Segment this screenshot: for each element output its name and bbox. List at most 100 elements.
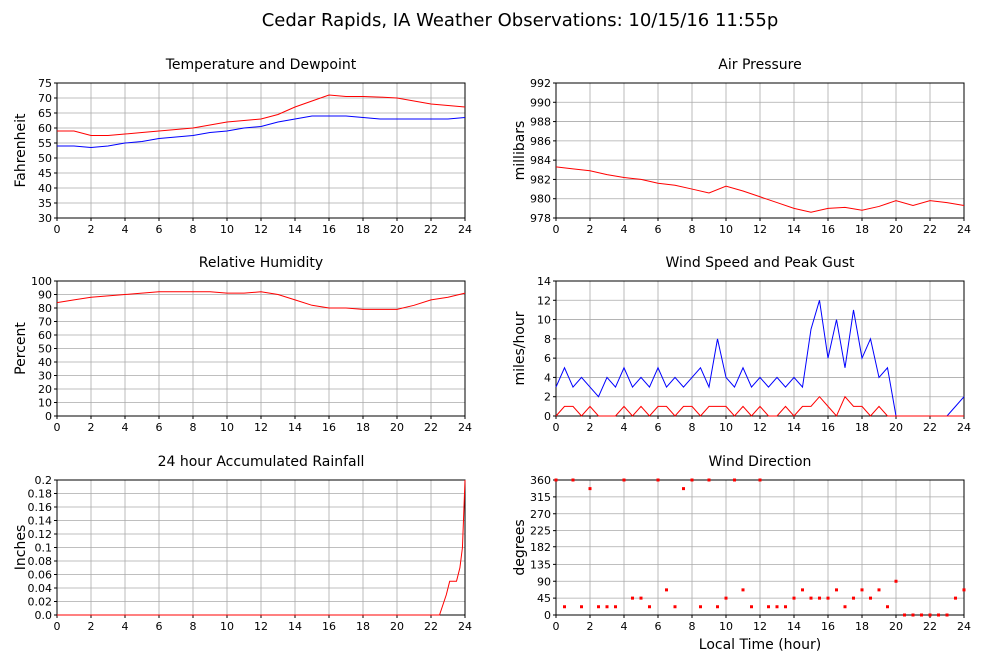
x-tick-label: 6 [655,421,662,434]
point [945,613,949,617]
y-tick-label: 45 [38,167,52,180]
y-axis-label: degrees [512,519,528,575]
point [954,596,957,600]
y-tick-label: 980 [530,193,551,206]
point [597,605,600,609]
x-tick-label: 4 [122,223,129,236]
plot-frame [555,280,965,417]
point [750,605,753,609]
point [962,588,966,592]
line [555,166,965,213]
point [631,596,634,600]
x-tick-label: 4 [621,223,628,236]
chart-title: Wind Direction [709,454,812,470]
x-tick-label: 0 [553,421,560,434]
x-tick-label: 20 [889,620,903,633]
x-tick-label: 0 [54,620,61,633]
y-tick-label: 4 [544,371,551,384]
point [809,596,813,600]
point [614,605,617,609]
y-tick-label: 90 [38,289,52,302]
y-tick-label: 6 [544,352,551,365]
y-tick-label: 0.06 [28,569,53,582]
y-tick-label: 182 [530,541,551,554]
x-tick-label: 2 [88,421,95,434]
point [937,613,940,617]
line [57,94,466,136]
x-tick-label: 20 [889,223,903,236]
y-tick-label: 60 [38,329,52,342]
y-axis-label: Fahrenheit [13,113,29,188]
y-tick-label: 45 [537,592,551,605]
y-tick-label: 35 [38,197,52,210]
y-tick-label: 0 [544,410,551,423]
x-tick-label: 10 [719,620,733,633]
point [571,478,575,482]
y-tick-label: 70 [38,92,52,105]
x-tick-label: 8 [190,421,197,434]
y-axis-label: Inches [13,525,29,570]
point [682,487,685,491]
x-tick-label: 0 [54,421,61,434]
plot-frame [56,280,466,417]
y-tick-label: 70 [38,316,52,329]
line [56,291,466,310]
point [801,588,804,592]
y-tick-label: 0.12 [28,528,53,541]
x-tick-label: 18 [855,620,869,633]
y-tick-label: 225 [530,525,551,538]
y-tick-label: 0.08 [28,555,53,568]
point [699,605,702,609]
y-tick-label: 100 [31,275,52,288]
point [588,487,592,491]
y-tick-label: 90 [537,575,551,588]
point [818,596,821,600]
chart-title: 24 hour Accumulated Rainfall [158,454,365,470]
x-tick-label: 24 [458,620,472,633]
y-tick-label: 0.16 [28,501,53,514]
x-tick-label: 24 [957,223,971,236]
y-tick-label: 2 [544,391,551,404]
x-tick-label: 6 [655,620,662,633]
point [928,613,932,617]
point [605,605,609,609]
point [860,588,864,592]
point [767,605,770,609]
x-tick-label: 4 [122,421,129,434]
x-tick-label: 8 [190,223,197,236]
y-tick-label: 0.18 [28,488,53,501]
point [580,605,583,609]
point [673,605,677,609]
x-tick-label: 22 [424,223,438,236]
line [555,395,964,417]
line [57,115,466,149]
plot-frame [56,82,466,219]
y-tick-label: 12 [537,294,551,307]
x-tick-label: 14 [288,421,302,434]
point [792,596,796,600]
chart-title: Relative Humidity [199,255,323,271]
x-tick-label: 6 [156,223,163,236]
x-tick-label: 18 [356,223,370,236]
line [57,479,466,616]
x-tick-label: 14 [787,620,801,633]
point [741,588,745,592]
y-tick-label: 14 [537,275,551,288]
x-tick-label: 12 [753,421,767,434]
x-tick-label: 12 [254,223,268,236]
point [903,613,906,617]
y-tick-label: 0.2 [35,474,53,487]
x-tick-label: 6 [156,421,163,434]
x-tick-label: 16 [322,421,336,434]
x-tick-label: 12 [254,620,268,633]
point [665,588,668,592]
point [886,605,889,609]
plot-frame [555,82,965,219]
y-tick-label: 65 [38,107,52,120]
y-tick-label: 20 [38,383,52,396]
y-axis-label: Percent [13,322,29,375]
x-tick-label: 20 [390,223,404,236]
y-tick-label: 0 [45,410,52,423]
y-tick-label: 40 [38,356,52,369]
